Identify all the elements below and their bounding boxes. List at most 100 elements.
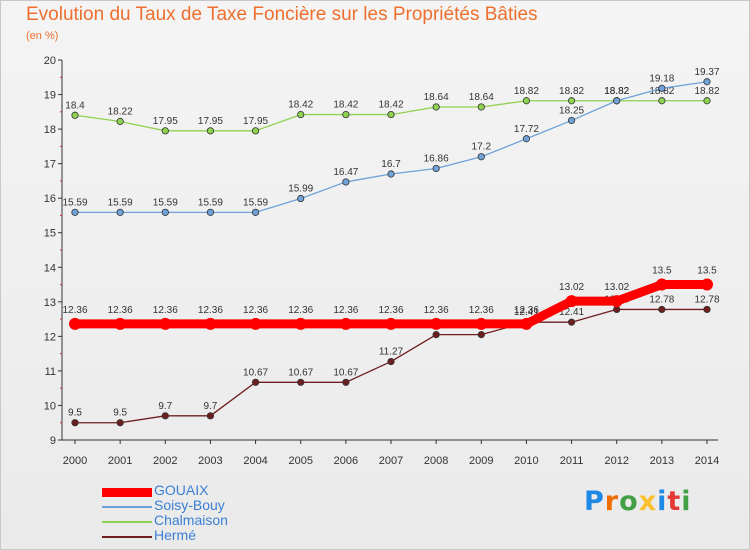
x-tick-label: 2014 xyxy=(695,455,719,467)
y-tick-label: 9 xyxy=(50,435,56,447)
data-label: 9.5 xyxy=(68,408,82,419)
data-point xyxy=(116,208,124,216)
data-point xyxy=(251,378,260,386)
data-label: 15.59 xyxy=(153,197,178,208)
x-tick-label: 2005 xyxy=(288,455,312,467)
logo-letter: P xyxy=(584,486,605,517)
data-point xyxy=(432,103,440,111)
data-label: 18.42 xyxy=(288,100,313,111)
data-point xyxy=(477,153,485,161)
data-point xyxy=(71,419,79,427)
x-tick-label: 2000 xyxy=(63,455,87,467)
data-point xyxy=(430,317,443,330)
data-point xyxy=(297,194,305,203)
data-point xyxy=(342,110,350,119)
logo-letter: x xyxy=(638,486,658,517)
data-point xyxy=(567,97,576,105)
data-label: 13.5 xyxy=(697,266,717,277)
legend-label: GOUAIX xyxy=(154,482,209,498)
data-label: 18.82 xyxy=(514,86,539,97)
data-point xyxy=(477,331,485,339)
y-tick-label: 18 xyxy=(44,124,56,136)
data-point xyxy=(613,97,621,105)
data-label: 9.5 xyxy=(113,408,127,419)
data-point xyxy=(206,412,215,420)
logo-letter: r xyxy=(604,486,620,517)
y-tick-label: 20 xyxy=(44,55,56,67)
data-label: 17.95 xyxy=(243,116,268,127)
data-label: 12.36 xyxy=(333,305,358,316)
data-label: 19.18 xyxy=(649,73,674,84)
x-tick-label: 2010 xyxy=(514,455,538,467)
data-point xyxy=(658,97,666,105)
data-point xyxy=(116,117,124,126)
legend-swatch xyxy=(102,536,152,538)
y-tick-label: 13 xyxy=(44,297,56,309)
data-point xyxy=(475,317,488,330)
data-point xyxy=(297,110,305,119)
data-label: 12.78 xyxy=(649,294,674,305)
legend-swatch xyxy=(102,487,152,497)
y-tick-label: 19 xyxy=(44,90,56,102)
chart-subtitle: (en %) xyxy=(26,30,59,42)
data-label: 11.27 xyxy=(379,347,404,358)
x-tick-label: 2011 xyxy=(560,455,584,467)
data-label: 9.7 xyxy=(203,401,217,412)
x-tick-label: 2006 xyxy=(334,455,358,467)
data-point xyxy=(161,208,169,216)
legend-label: Chalmaison xyxy=(154,512,228,528)
x-tick-label: 2001 xyxy=(108,455,132,467)
data-point xyxy=(161,412,169,420)
data-label: 15.59 xyxy=(198,197,223,208)
chart-title: Evolution du Taux de Taxe Foncière sur l… xyxy=(26,4,538,25)
data-point xyxy=(655,278,668,291)
data-label: 16.86 xyxy=(424,153,449,164)
data-label: 18.64 xyxy=(424,92,449,103)
data-label: 12.36 xyxy=(198,305,223,316)
data-point xyxy=(567,318,576,326)
data-label: 18.82 xyxy=(604,86,629,97)
data-label: 15.59 xyxy=(108,197,133,208)
data-point xyxy=(658,305,666,314)
data-label: 12.36 xyxy=(288,305,313,316)
y-tick-label: 16 xyxy=(44,193,56,205)
y-tick-label: 10 xyxy=(44,400,56,412)
data-label: 9.7 xyxy=(158,401,172,412)
data-label: 18.82 xyxy=(694,86,719,97)
data-point xyxy=(206,127,215,135)
data-label: 12.36 xyxy=(514,305,539,316)
data-point xyxy=(159,317,172,330)
data-point xyxy=(703,78,711,86)
data-label: 12.36 xyxy=(424,305,449,316)
data-label: 12.36 xyxy=(378,305,403,316)
data-label: 17.95 xyxy=(153,116,178,127)
data-label: 13.02 xyxy=(604,282,629,293)
legend-label: Soisy-Bouy xyxy=(154,497,225,513)
data-label: 13.5 xyxy=(652,266,672,277)
data-point xyxy=(204,317,217,330)
data-label: 17.95 xyxy=(198,116,223,127)
logo-letter: o xyxy=(619,486,639,517)
data-point xyxy=(342,378,350,386)
data-point xyxy=(613,305,621,314)
data-point xyxy=(161,127,169,135)
data-point xyxy=(658,84,666,92)
legend-swatch xyxy=(102,506,152,508)
data-point xyxy=(116,419,124,427)
data-point xyxy=(385,317,397,330)
data-point xyxy=(567,116,576,125)
data-label: 15.59 xyxy=(62,197,87,208)
data-point xyxy=(522,135,531,143)
data-point xyxy=(522,97,531,105)
data-label: 18.42 xyxy=(333,100,358,111)
data-label: 12.36 xyxy=(469,305,494,316)
data-point xyxy=(251,208,260,216)
x-tick-label: 2002 xyxy=(153,455,177,467)
data-label: 10.67 xyxy=(288,367,313,378)
data-label: 17.72 xyxy=(514,124,539,135)
data-point xyxy=(69,317,81,330)
data-label: 18.42 xyxy=(378,100,403,111)
data-point xyxy=(249,317,262,330)
